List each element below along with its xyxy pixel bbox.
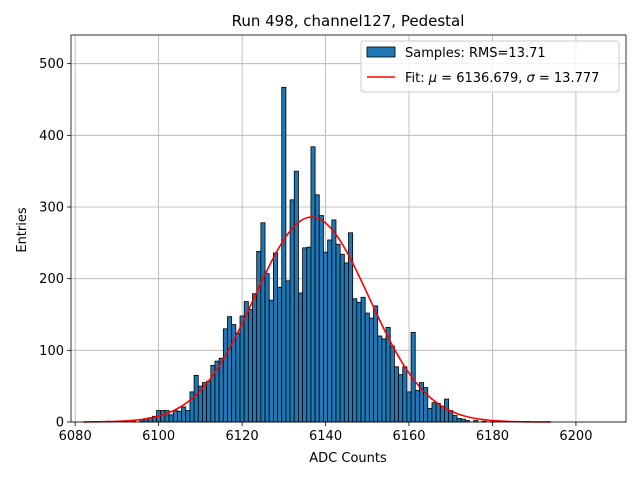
- histogram-bar: [272, 252, 278, 423]
- histogram-bar: [206, 380, 212, 423]
- histogram-bars: [106, 86, 495, 423]
- histogram-bar: [331, 219, 337, 423]
- histogram-bar: [222, 328, 228, 423]
- histogram-bar: [247, 309, 253, 423]
- histogram-bar: [431, 402, 437, 423]
- histogram-bar: [160, 410, 166, 423]
- histogram-bar: [289, 199, 295, 423]
- histogram-bar: [327, 239, 333, 423]
- fit-curve: [83, 216, 551, 423]
- histogram-bar: [364, 312, 370, 423]
- x-tick-label: 6200: [559, 429, 592, 444]
- histogram-bar: [235, 332, 241, 423]
- histogram-bar: [356, 301, 362, 423]
- histogram-bar: [177, 410, 182, 423]
- histogram-bar: [377, 335, 383, 423]
- histogram-bar: [323, 251, 329, 423]
- histogram-bar: [339, 253, 345, 423]
- histogram-bar: [281, 86, 287, 423]
- histogram-bar: [439, 405, 445, 423]
- histogram-bar: [435, 402, 441, 423]
- x-tick-label: 6100: [142, 429, 175, 444]
- y-tick-label: 500: [39, 57, 64, 72]
- legend: Samples: RMS=13.71 Fit: μ = 6136.679, σ …: [360, 40, 620, 93]
- y-tick-label: 400: [39, 129, 64, 144]
- histogram-bar: [398, 374, 404, 423]
- x-tick-label: 6140: [309, 429, 342, 444]
- histogram-bar: [343, 262, 349, 423]
- legend-swatch-samples: [366, 46, 396, 58]
- plot-frame: [70, 34, 627, 423]
- histogram-bar: [368, 317, 374, 423]
- y-tick-label: 200: [39, 272, 64, 287]
- histogram-bar: [427, 407, 433, 423]
- histogram-bar: [181, 406, 187, 423]
- legend-box: [360, 40, 620, 93]
- histogram-bar: [452, 415, 458, 423]
- histogram-bar: [460, 418, 466, 423]
- histogram-bar: [402, 366, 408, 423]
- histogram-bar: [239, 315, 245, 423]
- histogram-bar: [193, 375, 199, 423]
- chart-title: Run 498, channel127, Pedestal: [232, 12, 465, 30]
- legend-label-fit: Fit: μ = 6136.679, σ = 13.777: [405, 71, 599, 86]
- histogram-bar: [360, 296, 366, 423]
- histogram-bar: [394, 366, 399, 423]
- y-tick-label: 300: [39, 201, 64, 216]
- histogram-bar: [306, 246, 312, 423]
- legend-label-samples: Samples: RMS=13.71: [405, 46, 546, 61]
- histogram-bar: [252, 293, 258, 423]
- y-axis-ticks: 0 100 200 300 400 500: [39, 57, 71, 431]
- histogram-bar: [185, 410, 191, 423]
- histogram-bar: [260, 222, 266, 423]
- histogram-bar: [256, 251, 262, 423]
- histogram-bar: [298, 292, 303, 423]
- histogram-bar: [381, 338, 387, 423]
- x-tick-label: 6080: [59, 429, 92, 444]
- histogram-bar: [352, 298, 358, 423]
- histogram-bar: [218, 357, 224, 423]
- y-axis-label: Entries: [15, 207, 30, 253]
- histogram-bar: [414, 390, 420, 423]
- histogram-bar: [172, 410, 178, 423]
- x-tick-label: 6160: [392, 429, 425, 444]
- histogram-bar: [314, 194, 320, 423]
- histogram-bar: [406, 391, 412, 423]
- histogram-bar: [277, 286, 283, 423]
- histogram-bar: [389, 345, 395, 423]
- y-tick-label: 0: [56, 416, 64, 431]
- y-tick-label: 100: [39, 344, 64, 359]
- histogram-bar: [268, 299, 274, 423]
- x-axis-ticks: 6080 6100 6120 6140 6160 6180 6200: [59, 422, 592, 444]
- histogram-bar: [264, 273, 270, 423]
- histogram-bar: [302, 247, 308, 423]
- histogram-bar: [227, 316, 233, 423]
- histogram-bar: [285, 280, 291, 423]
- histogram-bar: [456, 418, 462, 423]
- x-tick-label: 6180: [476, 429, 509, 444]
- x-axis-label: ADC Counts: [309, 451, 387, 466]
- histogram-bar: [168, 414, 174, 423]
- histogram-bar: [318, 215, 324, 423]
- histogram-bar: [373, 305, 379, 423]
- histogram-bar: [335, 243, 341, 423]
- histogram-bar: [293, 170, 299, 423]
- x-tick-label: 6120: [226, 429, 259, 444]
- histogram-bar: [310, 146, 316, 423]
